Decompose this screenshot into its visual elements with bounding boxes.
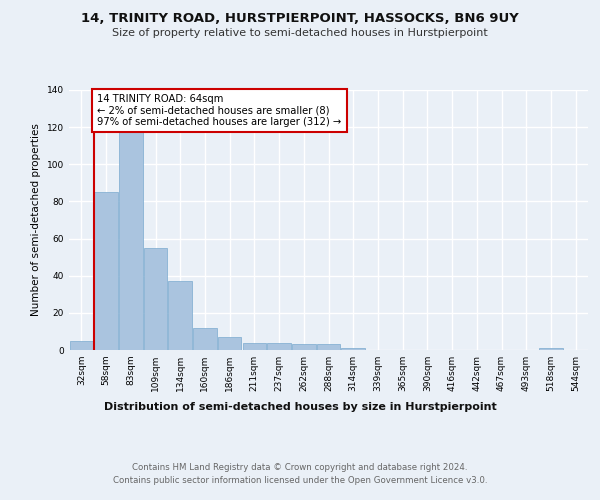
Bar <box>268 342 291 350</box>
Bar <box>119 131 143 350</box>
Bar <box>317 344 340 350</box>
Bar <box>70 340 93 350</box>
Bar <box>292 344 316 350</box>
Text: Distribution of semi-detached houses by size in Hurstpierpoint: Distribution of semi-detached houses by … <box>104 402 496 412</box>
Bar <box>242 342 266 350</box>
Bar <box>218 337 241 350</box>
Y-axis label: Number of semi-detached properties: Number of semi-detached properties <box>31 124 41 316</box>
Text: 14, TRINITY ROAD, HURSTPIERPOINT, HASSOCKS, BN6 9UY: 14, TRINITY ROAD, HURSTPIERPOINT, HASSOC… <box>81 12 519 26</box>
Bar <box>539 348 563 350</box>
Bar <box>94 192 118 350</box>
Text: 14 TRINITY ROAD: 64sqm
← 2% of semi-detached houses are smaller (8)
97% of semi-: 14 TRINITY ROAD: 64sqm ← 2% of semi-deta… <box>97 94 341 127</box>
Bar <box>169 282 192 350</box>
Text: Contains HM Land Registry data © Crown copyright and database right 2024.: Contains HM Land Registry data © Crown c… <box>132 462 468 471</box>
Text: Contains public sector information licensed under the Open Government Licence v3: Contains public sector information licen… <box>113 476 487 485</box>
Bar <box>341 348 365 350</box>
Text: Size of property relative to semi-detached houses in Hurstpierpoint: Size of property relative to semi-detach… <box>112 28 488 38</box>
Bar <box>144 248 167 350</box>
Bar <box>193 328 217 350</box>
